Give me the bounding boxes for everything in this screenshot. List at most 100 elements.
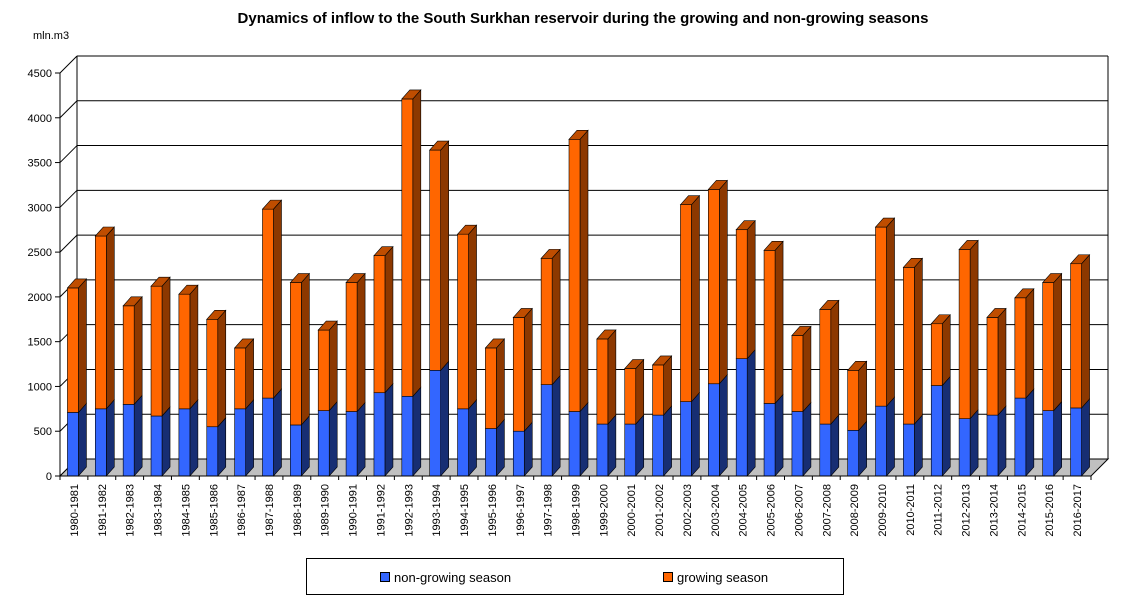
- bar-non-growing-2016-2017-side: [1081, 398, 1090, 477]
- bar-growing-1988-1989-top: [289, 273, 311, 283]
- legend-swatch-growing: [663, 572, 673, 582]
- bar-growing-2010-2011: [903, 267, 915, 425]
- bar-non-growing-1983-1984: [150, 415, 163, 477]
- bar-growing-2001-2002: [652, 364, 664, 416]
- bar-non-growing-2002-2003: [680, 401, 692, 477]
- bar-growing-1983-1984-top: [150, 276, 171, 287]
- bar-group-1999-2000: [596, 329, 617, 477]
- x-tick-label: 2000-2001: [626, 484, 638, 537]
- bar-growing-2014-2015: [1014, 297, 1027, 399]
- x-tick-label: 1993-1994: [431, 484, 443, 537]
- bar-group-2003-2004: [707, 179, 728, 477]
- bar-non-growing-2005-2006-side: [774, 393, 784, 477]
- bar-group-2015-2016: [1042, 272, 1063, 477]
- bar-growing-2003-2004-side: [719, 179, 728, 385]
- bar-growing-1989-1990-side: [328, 320, 338, 412]
- bar-non-growing-1984-1985-side: [189, 399, 199, 477]
- x-tick-label: 1981-1982: [97, 484, 109, 537]
- bar-growing-2015-2016-top: [1042, 273, 1063, 283]
- bar-growing-2013-2014: [986, 317, 999, 416]
- bar-growing-1984-1985-top: [178, 284, 199, 295]
- bar-non-growing-1999-2000: [596, 423, 609, 477]
- bar-non-growing-1997-1998-side: [551, 374, 561, 477]
- bar-non-growing-2015-2016: [1042, 410, 1055, 477]
- bar-non-growing-1990-1991: [345, 411, 358, 477]
- bar-growing-2004-2005-side: [746, 219, 756, 360]
- y-tick-label: 3500: [28, 158, 52, 170]
- x-tick-label: 1994-1995: [459, 484, 471, 537]
- bar-growing-1999-2000-top: [596, 329, 617, 340]
- side-gridline: [59, 189, 78, 208]
- x-tick-label: 2008-2009: [849, 484, 861, 537]
- bar-growing-1998-1999-side: [579, 129, 589, 413]
- bar-growing-1987-1988: [262, 208, 274, 399]
- bar-growing-1996-1997: [512, 317, 525, 432]
- bar-growing-1986-1987-side: [245, 338, 254, 410]
- bar-non-growing-2013-2014-side: [997, 405, 1007, 477]
- bar-non-growing-2009-2010-side: [886, 396, 895, 477]
- y-tick-label: 2000: [28, 292, 52, 304]
- bar-growing-2015-2016-side: [1053, 272, 1063, 412]
- bar-growing-2002-2003-side: [691, 194, 700, 403]
- bar-group-1993-1994: [429, 140, 450, 477]
- bar-non-growing-2003-2004: [708, 383, 720, 477]
- bar-group-1996-1997: [512, 307, 533, 477]
- bar-group-1985-1986: [206, 309, 227, 477]
- legend-label-non-growing: non-growing season: [394, 570, 512, 585]
- bar-growing-2006-2007-top: [791, 326, 812, 336]
- bar-non-growing-1989-1990: [317, 410, 330, 477]
- bar-non-growing-2013-2014: [986, 414, 999, 477]
- bar-non-growing-2012-2013-side: [969, 408, 979, 477]
- bar-growing-1980-1981: [67, 287, 79, 413]
- bar-growing-1993-1994-side: [440, 140, 449, 372]
- bar-group-1980-1981: [66, 278, 88, 477]
- bar-growing-2006-2007-side: [802, 325, 812, 413]
- bar-growing-1987-1988-top: [261, 199, 283, 210]
- bar-growing-1987-1988-side: [273, 199, 282, 399]
- bar-growing-1998-1999-top: [568, 129, 589, 140]
- bar-non-growing-2007-2008-side: [830, 414, 840, 477]
- bar-growing-1989-1990: [317, 329, 330, 411]
- bar-growing-1994-1995-side: [468, 224, 477, 410]
- bar-non-growing-1985-1986: [206, 426, 219, 477]
- bar-non-growing-2008-2009-side: [858, 420, 867, 477]
- bar-non-growing-1989-1990-side: [328, 400, 338, 477]
- bar-group-2016-2017: [1069, 253, 1091, 477]
- bar-group-2005-2006: [763, 240, 784, 477]
- bar-non-growing-1992-1993-side: [412, 386, 422, 477]
- bar-group-2007-2008: [819, 299, 840, 477]
- bar-group-2004-2005: [735, 219, 756, 477]
- bar-growing-2006-2007: [791, 335, 804, 412]
- bar-group-2011-2012: [930, 313, 951, 477]
- bar-growing-1993-1994-top: [429, 140, 450, 151]
- bar-non-growing-1980-1981-side: [78, 402, 87, 477]
- bar-growing-1998-1999: [568, 138, 581, 412]
- bar-growing-2005-2006-top: [763, 241, 784, 251]
- bar-growing-1983-1984: [150, 285, 163, 417]
- side-gridline: [59, 55, 78, 74]
- bar-growing-1996-1997-side: [523, 307, 533, 433]
- y-tick-label: 0: [46, 471, 52, 483]
- bar-growing-2011-2012-top: [930, 314, 951, 325]
- bar-growing-2007-2008: [819, 309, 832, 425]
- bar-non-growing-1998-1999-side: [579, 401, 589, 477]
- bar-non-growing-1998-1999: [568, 411, 581, 477]
- bar-non-growing-2010-2011-side: [914, 414, 923, 477]
- bar-growing-2009-2010: [875, 226, 887, 407]
- x-tick-label: 1983-1984: [153, 484, 165, 537]
- bar-growing-2011-2012: [930, 323, 943, 386]
- legend-label-growing: growing season: [677, 570, 769, 585]
- bar-non-growing-2003-2004-side: [719, 373, 728, 477]
- bar-growing-1997-1998-top: [540, 249, 561, 259]
- x-tick-label: 2003-2004: [710, 484, 722, 537]
- bar-non-growing-1994-1995-side: [468, 399, 477, 477]
- bar-growing-1981-1982-side: [105, 226, 115, 410]
- bar-growing-2013-2014-side: [997, 307, 1007, 416]
- bar-group-1983-1984: [150, 276, 171, 477]
- bar-growing-2016-2017: [1070, 263, 1082, 409]
- bar-growing-2016-2017-side: [1081, 253, 1090, 409]
- bar-growing-1981-1982-top: [94, 226, 115, 237]
- bar-non-growing-2006-2007-side: [802, 401, 812, 477]
- x-tick-label: 1998-1999: [571, 484, 583, 537]
- bar-non-growing-1985-1986-side: [217, 416, 227, 477]
